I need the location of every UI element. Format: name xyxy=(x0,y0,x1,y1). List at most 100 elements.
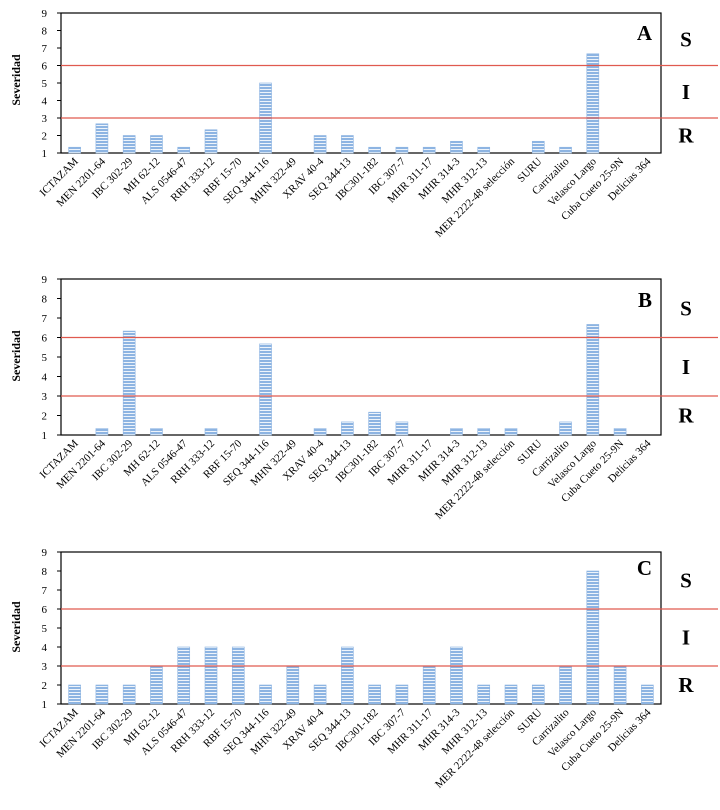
bar-A-14 xyxy=(450,140,463,154)
bar-A-5 xyxy=(204,129,218,154)
y-tick-label: 5 xyxy=(42,623,48,635)
bar-B-3 xyxy=(150,428,163,436)
zone-label-S: S xyxy=(680,296,692,320)
bar-C-17 xyxy=(531,684,545,705)
bar-B-10 xyxy=(341,421,354,436)
bar-B-2 xyxy=(122,330,136,436)
bar-A-10 xyxy=(341,135,354,154)
zone-label-R: R xyxy=(678,404,694,428)
zone-label-R: R xyxy=(678,673,694,697)
y-tick-label: 5 xyxy=(42,78,48,90)
y-axis-title: Severidad xyxy=(9,54,23,106)
bar-B-16 xyxy=(504,428,518,436)
y-tick-label: 1 xyxy=(42,148,48,160)
y-tick-label: 6 xyxy=(42,604,48,616)
bar-B-20 xyxy=(613,428,627,436)
y-tick-label: 2 xyxy=(42,411,48,423)
bar-C-18 xyxy=(559,665,572,705)
bar-A-3 xyxy=(150,135,163,154)
y-tick-label: 3 xyxy=(42,661,48,673)
bar-C-10 xyxy=(341,646,354,705)
y-tick-label: 9 xyxy=(42,8,48,20)
bar-A-11 xyxy=(368,146,381,154)
zone-label-I: I xyxy=(682,626,690,650)
y-tick-label: 1 xyxy=(42,699,48,711)
y-tick-label: 9 xyxy=(42,547,48,559)
bar-A-19 xyxy=(586,53,600,154)
bar-C-13 xyxy=(422,665,436,705)
y-tick-label: 4 xyxy=(42,372,48,384)
bar-B-18 xyxy=(559,421,572,436)
bar-C-14 xyxy=(450,646,463,705)
y-tick-label: 1 xyxy=(42,430,48,442)
y-tick-label: 7 xyxy=(42,585,48,597)
zone-label-S: S xyxy=(680,27,692,51)
bar-A-2 xyxy=(122,135,136,154)
y-tick-label: 8 xyxy=(42,566,48,578)
y-tick-label: 5 xyxy=(42,352,48,364)
y-tick-label: 6 xyxy=(42,61,48,73)
y-tick-label: 4 xyxy=(42,96,48,108)
bar-B-9 xyxy=(313,428,327,436)
plot-frame xyxy=(60,12,662,154)
bar-A-18 xyxy=(559,146,572,154)
y-tick-label: 3 xyxy=(42,391,48,403)
y-tick-label: 3 xyxy=(42,113,48,125)
bar-A-9 xyxy=(313,135,327,154)
bar-C-9 xyxy=(313,684,327,705)
bar-C-15 xyxy=(477,684,491,705)
zone-label-S: S xyxy=(680,569,692,593)
bar-C-0 xyxy=(68,684,81,705)
bar-C-5 xyxy=(204,646,218,705)
bar-C-11 xyxy=(368,684,381,705)
y-tick-label: 8 xyxy=(42,294,48,306)
y-tick-label: 2 xyxy=(42,131,48,143)
bar-B-1 xyxy=(95,428,109,436)
y-axis-title: Severidad xyxy=(9,601,23,653)
bar-A-15 xyxy=(477,146,491,154)
bar-B-7 xyxy=(259,343,272,436)
bar-C-21 xyxy=(641,684,654,705)
panel-label: C xyxy=(637,556,652,580)
bar-B-12 xyxy=(395,421,409,436)
panel-label: B xyxy=(638,288,652,312)
bar-A-4 xyxy=(177,146,191,154)
bar-C-1 xyxy=(95,684,109,705)
bar-A-0 xyxy=(68,146,81,154)
zone-label-R: R xyxy=(678,124,694,148)
bar-C-16 xyxy=(504,684,518,705)
y-tick-label: 7 xyxy=(42,313,48,325)
bar-A-12 xyxy=(395,146,409,154)
bar-C-20 xyxy=(613,665,627,705)
bar-B-5 xyxy=(204,428,218,436)
y-tick-label: 2 xyxy=(42,680,48,692)
bar-A-1 xyxy=(95,123,109,154)
panel-label: A xyxy=(637,21,653,45)
bar-B-19 xyxy=(586,324,600,436)
bar-C-8 xyxy=(286,665,300,705)
plot-frame xyxy=(60,278,662,436)
y-tick-label: 8 xyxy=(42,26,48,38)
y-tick-label: 9 xyxy=(42,274,48,286)
bar-A-13 xyxy=(422,146,436,154)
bar-B-15 xyxy=(477,428,491,436)
y-tick-label: 6 xyxy=(42,333,48,345)
y-axis-title: Severidad xyxy=(9,330,23,382)
y-tick-label: 4 xyxy=(42,642,48,654)
y-tick-label: 7 xyxy=(42,43,48,55)
zone-label-I: I xyxy=(682,80,690,104)
bar-B-11 xyxy=(368,411,381,436)
bar-C-12 xyxy=(395,684,409,705)
bar-A-17 xyxy=(531,140,545,154)
bar-C-7 xyxy=(259,684,272,705)
bar-C-4 xyxy=(177,646,191,705)
zone-label-I: I xyxy=(682,355,690,379)
bar-B-14 xyxy=(450,428,463,436)
bar-C-2 xyxy=(122,684,136,705)
bar-C-6 xyxy=(231,646,245,705)
